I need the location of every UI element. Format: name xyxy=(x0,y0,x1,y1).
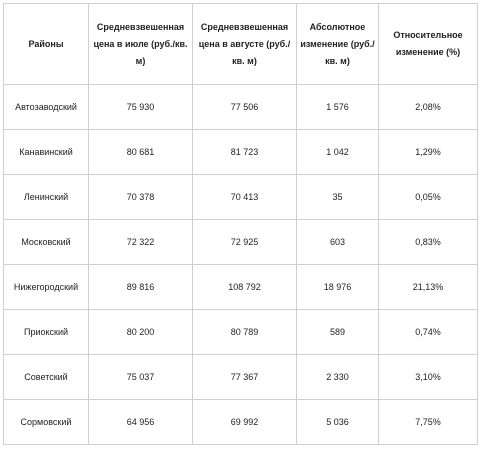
table-body: Автозаводский 75 930 77 506 1 576 2,08% … xyxy=(3,84,478,445)
table-row: Советский 75 037 77 367 2 330 3,10% xyxy=(3,354,478,400)
cell-price-july: 64 956 xyxy=(88,399,193,445)
cell-relative-change: 2,08% xyxy=(378,84,478,130)
cell-price-august: 77 506 xyxy=(192,84,297,130)
cell-price-july: 80 200 xyxy=(88,309,193,355)
cell-relative-change: 3,10% xyxy=(378,354,478,400)
table-row: Канавинский 80 681 81 723 1 042 1,29% xyxy=(3,129,478,175)
header-relative-change: Относительное изменение (%) xyxy=(378,3,478,85)
table-row: Автозаводский 75 930 77 506 1 576 2,08% xyxy=(3,84,478,130)
cell-price-july: 72 322 xyxy=(88,219,193,265)
cell-district: Автозаводский xyxy=(3,84,89,130)
header-district: Районы xyxy=(3,3,89,85)
cell-price-july: 70 378 xyxy=(88,174,193,220)
cell-price-august: 80 789 xyxy=(192,309,297,355)
cell-district: Нижегородский xyxy=(3,264,89,310)
cell-price-august: 69 992 xyxy=(192,399,297,445)
cell-price-july: 80 681 xyxy=(88,129,193,175)
cell-absolute-change: 589 xyxy=(296,309,379,355)
table-header: Районы Средневзвешенная цена в июле (руб… xyxy=(3,3,478,85)
cell-absolute-change: 1 042 xyxy=(296,129,379,175)
table-row: Ленинский 70 378 70 413 35 0,05% xyxy=(3,174,478,220)
cell-relative-change: 21,13% xyxy=(378,264,478,310)
cell-district: Приокский xyxy=(3,309,89,355)
cell-price-august: 77 367 xyxy=(192,354,297,400)
cell-relative-change: 1,29% xyxy=(378,129,478,175)
cell-absolute-change: 1 576 xyxy=(296,84,379,130)
cell-relative-change: 0,05% xyxy=(378,174,478,220)
cell-price-august: 72 925 xyxy=(192,219,297,265)
table-row: Приокский 80 200 80 789 589 0,74% xyxy=(3,309,478,355)
cell-district: Канавинский xyxy=(3,129,89,175)
cell-absolute-change: 18 976 xyxy=(296,264,379,310)
cell-relative-change: 7,75% xyxy=(378,399,478,445)
table-row: Нижегородский 89 816 108 792 18 976 21,1… xyxy=(3,264,478,310)
cell-absolute-change: 5 036 xyxy=(296,399,379,445)
cell-price-july: 75 037 xyxy=(88,354,193,400)
table-row: Сормовский 64 956 69 992 5 036 7,75% xyxy=(3,399,478,445)
cell-district: Московский xyxy=(3,219,89,265)
cell-relative-change: 0,83% xyxy=(378,219,478,265)
header-absolute-change: Абсолютное изменение (руб./кв. м) xyxy=(296,3,379,85)
table-row: Московский 72 322 72 925 603 0,83% xyxy=(3,219,478,265)
cell-absolute-change: 603 xyxy=(296,219,379,265)
cell-price-july: 75 930 xyxy=(88,84,193,130)
cell-district: Советский xyxy=(3,354,89,400)
header-price-july: Средневзвешенная цена в июле (руб./кв. м… xyxy=(88,3,193,85)
cell-price-august: 108 792 xyxy=(192,264,297,310)
cell-absolute-change: 2 330 xyxy=(296,354,379,400)
header-row: Районы Средневзвешенная цена в июле (руб… xyxy=(3,3,478,85)
cell-price-july: 89 816 xyxy=(88,264,193,310)
price-table: Районы Средневзвешенная цена в июле (руб… xyxy=(3,3,478,445)
cell-price-august: 81 723 xyxy=(192,129,297,175)
cell-district: Сормовский xyxy=(3,399,89,445)
cell-district: Ленинский xyxy=(3,174,89,220)
cell-price-august: 70 413 xyxy=(192,174,297,220)
header-price-august: Средневзвешенная цена в августе (руб./кв… xyxy=(192,3,297,85)
cell-absolute-change: 35 xyxy=(296,174,379,220)
cell-relative-change: 0,74% xyxy=(378,309,478,355)
